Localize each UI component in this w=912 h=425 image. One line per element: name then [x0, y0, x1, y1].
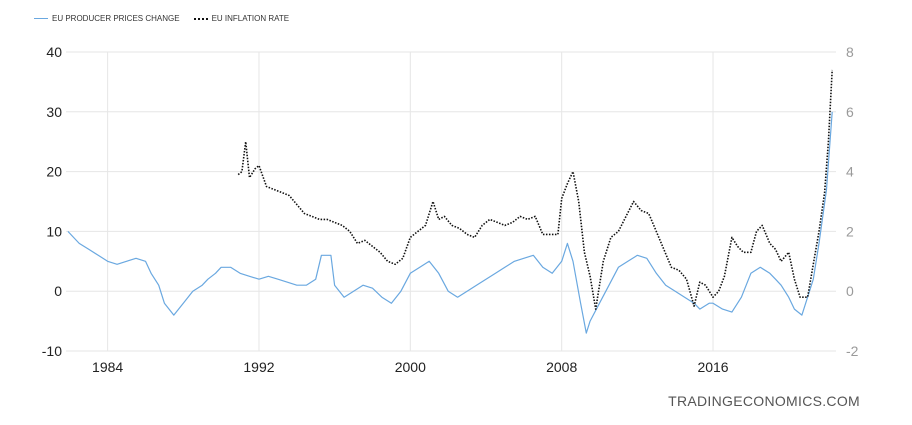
legend-label-ppi: EU PRODUCER PRICES CHANGE: [52, 14, 180, 23]
series-line-inflation-rate: [237, 69, 833, 310]
y-right-tick-label: 6: [846, 104, 854, 120]
y-left-tick-label: 40: [46, 44, 62, 60]
x-tick-label: 2000: [395, 359, 426, 375]
x-tick-label: 2016: [697, 359, 728, 375]
legend-swatch-inflation: [193, 17, 208, 20]
x-tick-label: 1992: [243, 359, 274, 375]
y-right-tick-label: 8: [846, 44, 854, 60]
x-tick-label: 1984: [92, 359, 123, 375]
y-left-tick-label: 0: [54, 283, 62, 299]
y-left-tick-label: -10: [42, 343, 62, 359]
y-left-tick-label: 10: [46, 223, 62, 239]
legend-swatch-ppi: [34, 18, 48, 19]
y-left-tick-label: 20: [46, 164, 62, 180]
legend-item-ppi[interactable]: EU PRODUCER PRICES CHANGE: [34, 14, 180, 23]
x-tick-label: 2008: [546, 359, 577, 375]
legend-label-inflation: EU INFLATION RATE: [211, 14, 290, 23]
legend: EU PRODUCER PRICES CHANGE EU INFLATION R…: [34, 14, 289, 23]
series-line-producer-prices: [67, 111, 833, 334]
legend-item-inflation[interactable]: EU INFLATION RATE: [193, 14, 290, 23]
y-right-tick-label: -2: [846, 343, 859, 359]
y-right-tick-label: 0: [846, 283, 854, 299]
watermark: TRADINGECONOMICS.COM: [668, 393, 860, 409]
y-right-tick-label: 4: [846, 164, 854, 180]
y-right-tick-label: 2: [846, 223, 854, 239]
y-left-tick-label: 30: [46, 104, 62, 120]
